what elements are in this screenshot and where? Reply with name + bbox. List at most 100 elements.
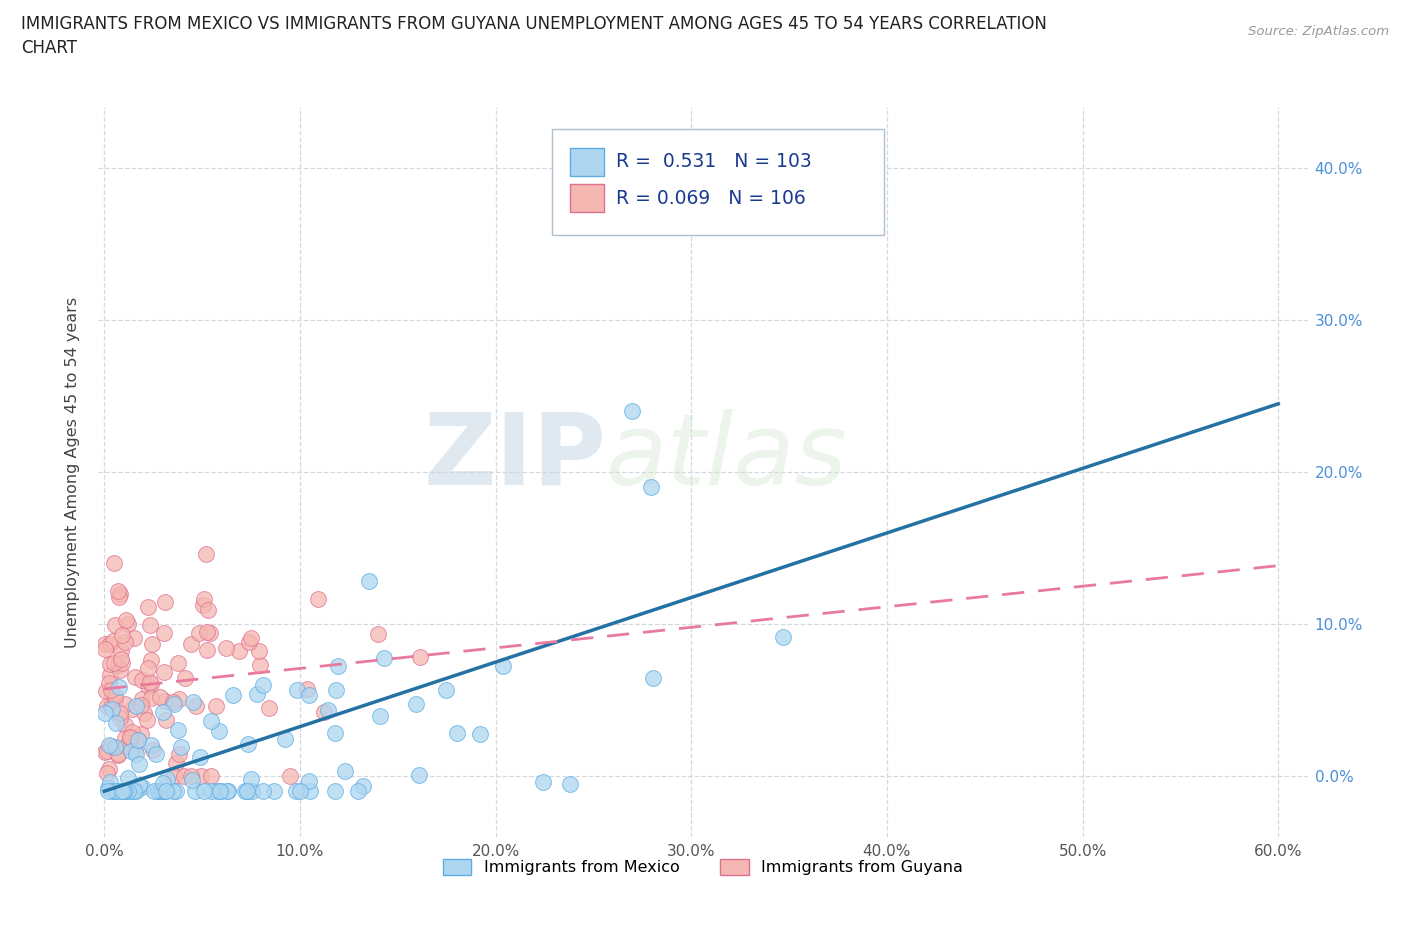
Point — [195, 643, 218, 658]
Point — [314, 705, 336, 720]
Point — [165, 756, 187, 771]
Point — [117, 771, 139, 786]
Point — [108, 586, 131, 601]
Point — [108, 590, 131, 604]
Point — [197, 603, 219, 618]
Point — [180, 769, 202, 784]
Point — [228, 644, 250, 658]
Point — [167, 691, 190, 706]
Point — [96, 698, 118, 713]
Point — [408, 767, 430, 782]
Point — [121, 724, 143, 739]
Point — [129, 727, 152, 742]
Point — [181, 695, 204, 710]
Point — [274, 731, 297, 746]
Point — [114, 613, 136, 628]
Point — [153, 625, 176, 640]
Point — [124, 670, 146, 684]
Point — [191, 598, 214, 613]
Point — [127, 733, 149, 748]
Point — [139, 618, 162, 632]
Point — [121, 702, 143, 717]
Point — [108, 711, 131, 725]
Point — [152, 784, 174, 799]
Point — [107, 747, 129, 762]
Point — [200, 784, 222, 799]
Point — [215, 784, 238, 799]
Point — [263, 784, 285, 799]
Point — [167, 747, 190, 762]
Point — [96, 744, 118, 759]
Point — [117, 784, 139, 799]
Text: CHART: CHART — [21, 39, 77, 57]
Point — [200, 714, 222, 729]
Point — [257, 700, 280, 715]
Point — [110, 651, 132, 666]
Text: Source: ZipAtlas.com: Source: ZipAtlas.com — [1249, 25, 1389, 38]
Point — [114, 784, 136, 799]
Point — [139, 674, 162, 689]
FancyBboxPatch shape — [569, 184, 603, 212]
Point — [236, 737, 259, 751]
Point — [173, 769, 195, 784]
Point — [246, 686, 269, 701]
Point — [104, 784, 127, 799]
Point — [217, 784, 239, 799]
Point — [165, 784, 187, 799]
Point — [558, 777, 581, 791]
Point — [142, 742, 165, 757]
Point — [100, 699, 122, 714]
Point — [772, 630, 794, 644]
Point — [285, 683, 308, 698]
Point — [111, 784, 134, 799]
Point — [323, 784, 346, 799]
Point — [107, 680, 129, 695]
Point — [155, 784, 177, 799]
Point — [209, 784, 232, 799]
Point — [98, 775, 121, 790]
Point — [103, 618, 125, 632]
Point — [323, 725, 346, 740]
Point — [134, 705, 156, 720]
Point — [103, 556, 125, 571]
Point — [100, 738, 122, 753]
Point — [115, 738, 138, 753]
Point — [120, 743, 142, 758]
Point — [209, 784, 232, 799]
Point — [620, 404, 643, 418]
Point — [188, 750, 211, 764]
Point — [110, 644, 132, 658]
Point — [98, 668, 121, 683]
Point — [98, 676, 121, 691]
Point — [145, 747, 167, 762]
Point — [153, 595, 176, 610]
Point — [103, 656, 125, 671]
Point — [94, 706, 117, 721]
Point — [641, 671, 664, 686]
Point — [98, 738, 121, 753]
Point — [236, 784, 259, 799]
Point — [103, 739, 125, 754]
Point — [347, 784, 370, 799]
Point — [295, 682, 318, 697]
Point — [222, 687, 245, 702]
Point — [180, 772, 202, 787]
Point — [193, 784, 215, 799]
Point — [370, 709, 392, 724]
Point — [94, 642, 117, 657]
Point — [152, 776, 174, 790]
Point — [135, 712, 157, 727]
Point — [120, 784, 142, 799]
Point — [100, 701, 122, 716]
Point — [114, 698, 136, 712]
Point — [170, 739, 193, 754]
Point — [239, 772, 262, 787]
Point — [100, 784, 122, 799]
Point — [640, 480, 662, 495]
Point — [128, 777, 150, 792]
Point — [131, 780, 153, 795]
Point — [166, 723, 188, 737]
Point — [190, 769, 212, 784]
Point — [373, 651, 395, 666]
Point — [141, 737, 163, 752]
